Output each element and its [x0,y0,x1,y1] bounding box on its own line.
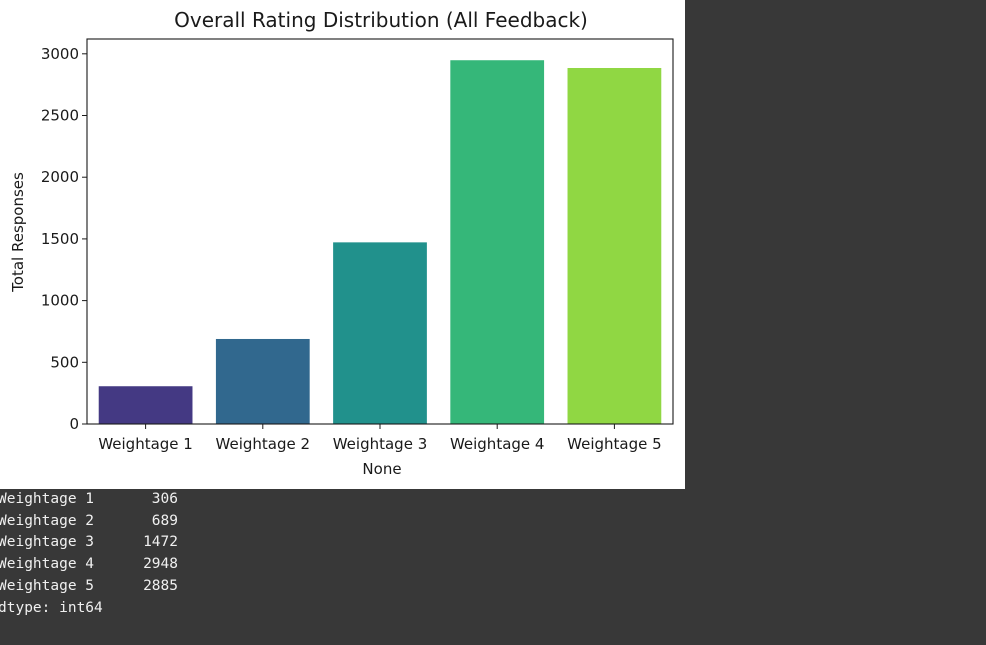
x-axis-ticks: Weightage 1 Weightage 2 Weightage 3 Weighta… [98,424,662,453]
output-row: Weightage 2 689 [0,511,984,533]
plot-area-frame [86,38,674,425]
output-row: Weightage 4 2948 [0,554,984,576]
y-tick-label: 1500 [41,230,79,248]
output-row: Weightage 5 2885 [0,576,984,598]
y-axis-ticks: 0 500 1000 1500 2000 2500 3000 [41,45,87,433]
x-tick-label: Weightage 1 [98,435,193,453]
y-tick-label: 3000 [41,45,79,63]
output-dtype: dtype: int64 [0,599,103,616]
cell-output: Weightage 1 306 Weightage 2 689 Weightage … [0,489,986,645]
output-row: Weightage 3 1472 [0,532,984,554]
x-tick-label: Weightage 4 [450,435,545,453]
bar-weightage-2 [215,338,310,424]
y-tick-label: 0 [69,415,79,433]
output-row-name: Weightage 4 [0,556,95,573]
y-tick-label: 500 [50,353,79,371]
bar-weightage-4 [450,60,545,424]
x-tick-label: Weightage 5 [567,435,662,453]
bars-group [98,60,662,424]
output-row-name: Weightage 3 [0,534,95,551]
x-tick-label: Weightage 2 [216,435,311,453]
bar-chart: Overall Rating Distribution (All Feedbac… [9,8,674,478]
y-axis-label: Total Responses [9,172,27,293]
output-row-value: 689 [151,512,178,529]
x-axis-label: None [362,460,401,478]
output-row-value: 2885 [143,577,178,594]
bar-weightage-5 [567,67,662,424]
y-tick-label: 2000 [41,168,79,186]
x-tick-label: Weightage 3 [333,435,428,453]
y-tick-label: 1000 [41,292,79,310]
chart-figure: Overall Rating Distribution (All Feedbac… [0,0,685,489]
bar-weightage-3 [333,242,427,424]
chart-title: Overall Rating Distribution (All Feedbac… [174,8,588,32]
bar-weightage-1 [98,386,193,424]
output-row: Weightage 1 306 [0,489,984,511]
output-row-value: 2948 [143,556,178,573]
output-row-name: Weightage 1 [0,491,95,507]
output-row-value: 1472 [143,534,178,551]
output-row-name: Weightage 2 [0,512,95,529]
output-row-name: Weightage 5 [0,577,95,594]
output-row-value: 306 [151,491,178,507]
y-tick-label: 2500 [41,107,79,125]
